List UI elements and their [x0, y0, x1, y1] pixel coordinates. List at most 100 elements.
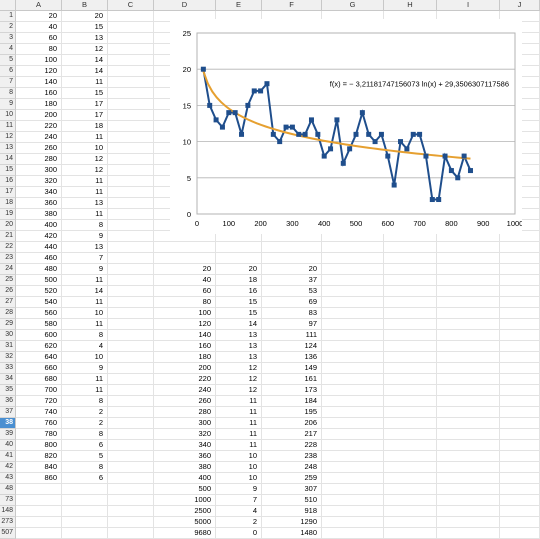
cell[interactable]	[108, 264, 154, 275]
cell[interactable]: 400	[154, 473, 216, 484]
cell[interactable]	[437, 253, 500, 264]
cell[interactable]	[384, 242, 437, 253]
cell[interactable]: 560	[16, 308, 62, 319]
cell[interactable]: 140	[154, 330, 216, 341]
cell[interactable]	[322, 506, 384, 517]
cell[interactable]: 248	[262, 462, 322, 473]
cell[interactable]	[108, 341, 154, 352]
cell[interactable]: 9	[62, 231, 108, 242]
row-header[interactable]: 17	[0, 187, 16, 198]
cell[interactable]: 860	[16, 473, 62, 484]
cell[interactable]	[322, 286, 384, 297]
cell[interactable]: 11	[62, 385, 108, 396]
cell[interactable]	[384, 341, 437, 352]
cell[interactable]: 1000	[154, 495, 216, 506]
cell[interactable]	[384, 253, 437, 264]
cell[interactable]	[384, 374, 437, 385]
cell[interactable]: 20	[62, 11, 108, 22]
cell[interactable]: 380	[154, 462, 216, 473]
row-header[interactable]: 3	[0, 33, 16, 44]
cell[interactable]: 2	[62, 407, 108, 418]
cell[interactable]	[384, 231, 437, 242]
cell[interactable]: 160	[16, 88, 62, 99]
cell[interactable]	[322, 462, 384, 473]
cell[interactable]	[500, 264, 540, 275]
column-header-e[interactable]: E	[216, 0, 262, 11]
cell[interactable]: 17	[62, 110, 108, 121]
cell[interactable]	[108, 198, 154, 209]
cell[interactable]	[108, 176, 154, 187]
cell[interactable]	[500, 429, 540, 440]
cell[interactable]	[108, 330, 154, 341]
cell[interactable]	[322, 451, 384, 462]
cell[interactable]	[500, 286, 540, 297]
cell[interactable]: 380	[16, 209, 62, 220]
cell[interactable]	[437, 407, 500, 418]
cell[interactable]: 680	[16, 374, 62, 385]
cell[interactable]	[437, 440, 500, 451]
row-header[interactable]: 73	[0, 495, 16, 506]
cell[interactable]: 18	[62, 121, 108, 132]
row-header[interactable]: 9	[0, 99, 16, 110]
cell[interactable]: 100	[16, 55, 62, 66]
cell[interactable]: 4	[216, 506, 262, 517]
row-header[interactable]: 24	[0, 264, 16, 275]
cell[interactable]: 60	[154, 286, 216, 297]
cell[interactable]	[384, 363, 437, 374]
cell[interactable]	[108, 253, 154, 264]
cell[interactable]	[500, 473, 540, 484]
select-all-corner[interactable]	[0, 0, 16, 11]
row-header[interactable]: 10	[0, 110, 16, 121]
cell[interactable]	[322, 363, 384, 374]
cell[interactable]: 9	[216, 484, 262, 495]
cell[interactable]: 11	[62, 209, 108, 220]
cell[interactable]: 60	[16, 33, 62, 44]
cell[interactable]	[108, 11, 154, 22]
cell[interactable]	[384, 385, 437, 396]
cell[interactable]: 7	[216, 495, 262, 506]
cell[interactable]: 2	[62, 418, 108, 429]
cell[interactable]	[322, 396, 384, 407]
cell[interactable]	[62, 495, 108, 506]
cell[interactable]: 124	[262, 341, 322, 352]
cell[interactable]	[108, 363, 154, 374]
cell[interactable]	[500, 363, 540, 374]
row-header[interactable]: 15	[0, 165, 16, 176]
cell[interactable]: 2500	[154, 506, 216, 517]
cell[interactable]: 0	[216, 528, 262, 539]
cell[interactable]: 13	[216, 330, 262, 341]
row-header[interactable]: 16	[0, 176, 16, 187]
cell[interactable]	[108, 231, 154, 242]
cell[interactable]: 206	[262, 418, 322, 429]
cell[interactable]	[384, 440, 437, 451]
cell[interactable]: 9	[62, 363, 108, 374]
cell[interactable]: 40	[16, 22, 62, 33]
cell[interactable]: 11	[216, 396, 262, 407]
cell[interactable]: 13	[62, 33, 108, 44]
cell[interactable]: 15	[62, 22, 108, 33]
chart[interactable]: 0 5 10 15 20 25 0 100 200 300 400 500 600 700 800 900 10…	[170, 19, 523, 234]
cell[interactable]: 149	[262, 363, 322, 374]
cell[interactable]	[108, 209, 154, 220]
cell[interactable]	[384, 473, 437, 484]
cell[interactable]	[108, 319, 154, 330]
cell[interactable]: 12	[216, 385, 262, 396]
cell[interactable]: 83	[262, 308, 322, 319]
cell[interactable]	[108, 528, 154, 539]
cell[interactable]	[108, 396, 154, 407]
cell[interactable]: 200	[154, 363, 216, 374]
cell[interactable]	[500, 418, 540, 429]
cell[interactable]: 111	[262, 330, 322, 341]
cell[interactable]	[500, 385, 540, 396]
cell[interactable]: 7	[62, 253, 108, 264]
row-header[interactable]: 148	[0, 506, 16, 517]
cell[interactable]: 500	[154, 484, 216, 495]
row-header[interactable]: 32	[0, 352, 16, 363]
cell[interactable]: 540	[16, 297, 62, 308]
cell[interactable]: 11	[62, 187, 108, 198]
cell[interactable]: 10	[62, 352, 108, 363]
cell[interactable]	[437, 319, 500, 330]
row-header[interactable]: 28	[0, 308, 16, 319]
cell[interactable]	[108, 242, 154, 253]
cell[interactable]: 20	[16, 11, 62, 22]
